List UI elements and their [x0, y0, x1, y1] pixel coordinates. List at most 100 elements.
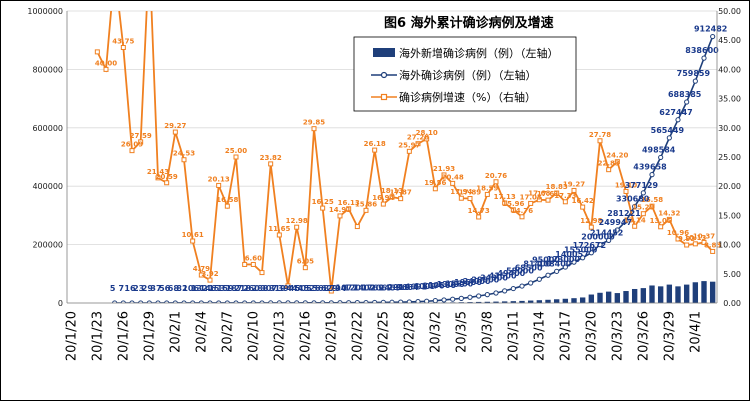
data-label-total-cases: 172672 [573, 241, 606, 250]
point-growth-rate [407, 149, 411, 153]
point-growth-rate [234, 155, 238, 159]
data-label-growth-rate: 25.00 [225, 147, 247, 155]
x-axis-tick-label: 20/3/20 [584, 311, 599, 361]
point-total-cases [407, 300, 411, 304]
data-label-total-cases: 688385 [668, 90, 702, 99]
point-growth-rate [165, 181, 169, 185]
data-label-growth-rate: 16.42 [572, 197, 594, 205]
point-growth-rate [494, 180, 498, 184]
x-axis-tick-label: 20/3/5 [454, 311, 469, 353]
point-total-cases [477, 294, 481, 298]
point-growth-rate [641, 212, 645, 216]
point-total-cases [494, 291, 498, 295]
point-total-cases [711, 34, 715, 38]
bar-new-cases [710, 282, 715, 303]
x-axis-tick-label: 20/2/10 [246, 311, 261, 361]
data-label-growth-rate: 19.27 [563, 180, 585, 188]
bar-new-cases [649, 285, 654, 303]
data-label-growth-rate: 10.37 [693, 232, 715, 240]
data-label-growth-rate: 29.85 [303, 119, 325, 127]
right-axis-tick-label: 0.00 [723, 299, 741, 308]
right-axis-tick-label: 10.00 [718, 241, 741, 250]
x-axis-tick-label: 20/1/20 [64, 311, 79, 361]
point-total-cases [529, 281, 533, 285]
data-label-growth-rate: 40.00 [95, 59, 117, 67]
data-label-growth-rate: 3.92 [201, 270, 218, 278]
point-total-cases [520, 284, 524, 288]
point-growth-rate [130, 149, 134, 153]
data-label-growth-rate: 21.93 [433, 165, 455, 173]
data-label-growth-rate: 20.48 [442, 173, 464, 181]
data-label-growth-rate: 24.20 [606, 152, 628, 160]
legend: 海外新增确诊病例（例）（左轴） 海外确诊病例（例）（左轴） 确诊病例增速（%）（… [354, 37, 576, 111]
legend-rate-marker [382, 95, 387, 100]
bar-new-cases [684, 285, 689, 303]
point-total-cases [373, 300, 377, 304]
bar-new-cases [701, 281, 706, 303]
bar-new-cases [623, 291, 628, 303]
bar-new-cases [667, 285, 672, 303]
bar-new-cases [597, 293, 602, 303]
data-label-total-cases: 5 [110, 284, 116, 293]
point-growth-rate [260, 271, 264, 275]
data-label-growth-rate: 27.59 [130, 132, 152, 140]
point-total-cases [693, 79, 697, 83]
x-axis-tick-label: 20/3/26 [636, 311, 651, 361]
x-axis-tick-label: 20/3/11 [506, 311, 521, 361]
point-growth-rate [104, 67, 108, 71]
data-label-growth-rate: 20.59 [156, 173, 178, 181]
chart-title: 图6 海外累计确诊病例及增速 [384, 15, 554, 31]
data-label-growth-rate: 12.98 [286, 217, 308, 225]
data-label-growth-rate: 22.83 [598, 160, 620, 168]
data-label-growth-rate: 13.05 [650, 217, 672, 225]
point-growth-rate [208, 278, 212, 282]
x-axis-tick-label: 20/3/23 [610, 311, 625, 361]
point-growth-rate [312, 127, 316, 131]
data-label-growth-rate: 25.97 [398, 141, 420, 149]
x-axis-tick-label: 20/3/17 [558, 311, 573, 361]
data-label-total-cases: 912482 [694, 25, 727, 34]
bar-new-cases [537, 300, 542, 303]
point-total-cases [676, 118, 680, 122]
point-growth-rate [364, 208, 368, 212]
point-total-cases [685, 100, 689, 104]
point-total-cases [451, 297, 455, 301]
point-growth-rate [433, 187, 437, 191]
x-axis-tick-label: 20/2/16 [298, 311, 313, 361]
data-label-growth-rate: 20.76 [485, 172, 507, 180]
bar-new-cases [632, 289, 637, 303]
data-label-growth-rate: 14.91 [329, 206, 351, 214]
point-growth-rate [711, 249, 715, 253]
data-label-total-cases: 439658 [633, 163, 667, 172]
point-total-cases [702, 56, 706, 60]
data-label-growth-rate: 43.75 [112, 38, 134, 46]
bar-new-cases [641, 288, 646, 303]
point-growth-rate [295, 225, 299, 229]
point-total-cases [485, 293, 489, 297]
x-axis-tick-label: 20/3/8 [480, 311, 495, 353]
x-axis-tick-label: 20/2/13 [272, 311, 287, 361]
x-axis-tick-label: 20/4/1 [688, 311, 703, 353]
point-growth-rate [485, 192, 489, 196]
legend-label-new-cases: 海外新增确诊病例（例）（左轴） [399, 46, 559, 60]
point-growth-rate [381, 202, 385, 206]
data-label-growth-rate: 20.13 [208, 175, 230, 183]
point-total-cases [503, 289, 507, 293]
data-label-total-cases: 214452 [590, 228, 623, 237]
legend-bar-swatch [373, 48, 395, 57]
bar-new-cases [580, 297, 585, 303]
point-growth-rate [633, 224, 637, 228]
point-total-cases [442, 298, 446, 302]
data-label-growth-rate: 6.60 [245, 254, 262, 262]
data-label-growth-rate: 17.87 [390, 189, 412, 197]
right-axis-tick-label: 30.00 [718, 124, 741, 133]
right-axis-tick-label: 40.00 [718, 65, 741, 74]
legend-label-total-cases: 海外确诊病例（例）（左轴） [399, 68, 537, 82]
point-growth-rate [355, 225, 359, 229]
data-label-total-cases: 759859 [677, 69, 711, 78]
point-growth-rate [269, 162, 273, 166]
point-growth-rate [182, 158, 186, 162]
right-axis-tick-label: 5.00 [723, 270, 741, 279]
data-label-growth-rate: 24.53 [173, 150, 195, 158]
